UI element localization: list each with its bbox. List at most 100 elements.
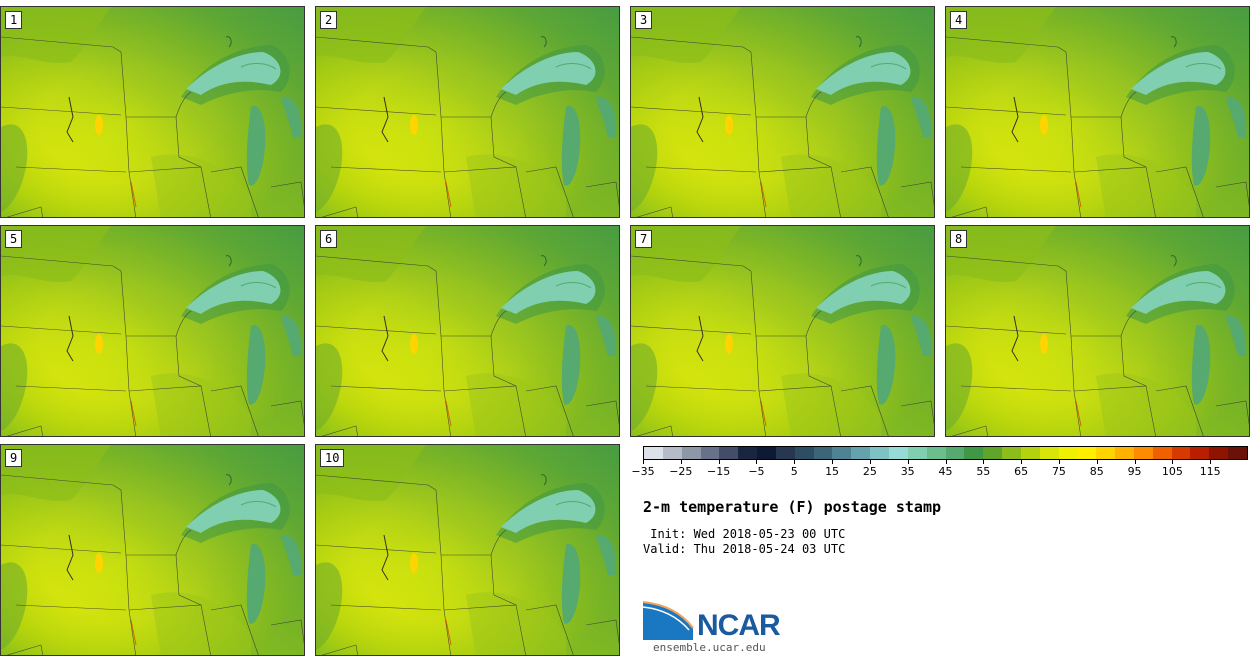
colorbar-tick-mark	[907, 460, 909, 464]
colorbar-swatch	[1058, 447, 1078, 459]
ncar-wordmark: NCAR	[697, 609, 781, 642]
ensemble-member-map: 5	[0, 225, 305, 437]
colorbar-swatch	[794, 447, 814, 459]
temperature-map	[946, 226, 1249, 436]
colorbar-tick-label: 55	[976, 465, 991, 478]
temperature-map	[946, 7, 1249, 217]
temperature-map	[316, 7, 619, 217]
ensemble-member-map: 8	[945, 225, 1250, 437]
member-number: 1	[5, 11, 23, 29]
colorbar-tick-mark	[718, 460, 720, 464]
colorbar-swatch	[681, 447, 701, 459]
ensemble-member-map: 3	[630, 6, 935, 218]
ensemble-member-map: 10	[315, 444, 620, 656]
colorbar-tick-label: 35	[900, 465, 915, 478]
colorbar-tick-mark	[1134, 460, 1136, 464]
colorbar-swatch	[851, 447, 871, 459]
ensemble-member-map: 1	[0, 6, 305, 218]
colorbar-swatch	[757, 447, 776, 459]
colorbar-swatch	[888, 447, 908, 459]
colorbar-tick-label: 105	[1161, 465, 1183, 478]
colorbar-tick-mark	[1096, 460, 1098, 464]
colorbar-swatch	[907, 447, 927, 459]
colorbar-swatch	[813, 447, 833, 459]
temperature-map	[631, 7, 934, 217]
colorbar-tick-label: −35	[631, 465, 655, 478]
ensemble-member-map: 7	[630, 225, 935, 437]
colorbar-tick-mark	[1172, 460, 1174, 464]
init-time: Init: Wed 2018-05-23 00 UTC	[643, 527, 846, 541]
temperature-map	[1, 226, 304, 436]
member-number: 4	[950, 11, 968, 29]
colorbar-tick-label: 85	[1089, 465, 1104, 478]
colorbar-tick-label: 45	[938, 465, 953, 478]
temperature-map	[316, 226, 619, 436]
colorbar-tick-mark	[983, 460, 985, 464]
figure-title: 2-m temperature (F) postage stamp	[643, 498, 942, 516]
colorbar-swatch	[983, 447, 1003, 459]
colorbar-tick-mark	[1210, 460, 1212, 464]
colorbar-swatch	[1133, 447, 1153, 459]
member-number: 7	[635, 230, 653, 248]
colorbar-swatch	[832, 447, 852, 459]
colorbar-tick-mark	[869, 460, 871, 464]
colorbar-swatch	[662, 447, 682, 459]
colorbar-tick-label: −25	[669, 465, 693, 478]
colorbar-swatch	[700, 447, 720, 459]
colorbar-swatch	[1115, 447, 1134, 459]
member-number: 3	[635, 11, 653, 29]
colorbar-swatch	[738, 447, 758, 459]
colorbar-swatch	[926, 447, 946, 459]
colorbar-swatch	[1209, 447, 1229, 459]
colorbar-swatch	[1228, 447, 1247, 459]
member-number: 5	[5, 230, 23, 248]
colorbar-swatch	[1077, 447, 1097, 459]
temperature-colorbar	[643, 446, 1248, 460]
colorbar-swatch	[775, 447, 795, 459]
colorbar-tick-mark	[832, 460, 834, 464]
colorbar-swatch	[1039, 447, 1059, 459]
colorbar-swatch	[1002, 447, 1021, 459]
member-number: 10	[320, 449, 345, 467]
temperature-map	[1, 7, 304, 217]
colorbar-tick-label: 5	[790, 465, 798, 478]
member-number: 6	[320, 230, 338, 248]
ensemble-member-map: 9	[0, 444, 305, 656]
valid-time: Valid: Thu 2018-05-24 03 UTC	[643, 542, 846, 556]
ensemble-member-map: 2	[315, 6, 620, 218]
colorbar-tick-label: −15	[707, 465, 731, 478]
colorbar-tick-label: 75	[1051, 465, 1066, 478]
ensemble-member-map: 4	[945, 6, 1250, 218]
colorbar-tick-label: −5	[748, 465, 765, 478]
colorbar-tick-mark	[643, 460, 644, 464]
colorbar-tick-label: 65	[1014, 465, 1029, 478]
colorbar-tick-mark	[680, 460, 682, 464]
colorbar-swatch	[1190, 447, 1210, 459]
ncar-logo-icon	[643, 601, 694, 640]
temperature-map	[1, 445, 304, 655]
colorbar-swatch	[1152, 447, 1172, 459]
colorbar-tick-mark	[1058, 460, 1060, 464]
colorbar-tick-mark	[945, 460, 947, 464]
colorbar-swatch	[870, 447, 889, 459]
colorbar-swatch	[644, 447, 663, 459]
colorbar-swatch	[1020, 447, 1040, 459]
colorbar-tick-label: 25	[862, 465, 877, 478]
temperature-map	[316, 445, 619, 655]
member-number: 9	[5, 449, 23, 467]
colorbar-swatch	[964, 447, 984, 459]
colorbar-swatch	[945, 447, 965, 459]
colorbar-swatch	[1171, 447, 1191, 459]
colorbar-swatch	[719, 447, 739, 459]
colorbar-swatch	[1096, 447, 1116, 459]
colorbar-tick-mark	[1021, 460, 1023, 464]
ensemble-member-map: 6	[315, 225, 620, 437]
temperature-map	[631, 226, 934, 436]
colorbar-tick-mark	[794, 460, 796, 464]
colorbar-tick-label: 115	[1199, 465, 1221, 478]
member-number: 2	[320, 11, 338, 29]
colorbar-tick-mark	[756, 460, 758, 464]
website-link[interactable]: ensemble.ucar.edu	[653, 641, 766, 654]
colorbar-tick-label: 15	[825, 465, 840, 478]
colorbar-tick-label: 95	[1127, 465, 1142, 478]
